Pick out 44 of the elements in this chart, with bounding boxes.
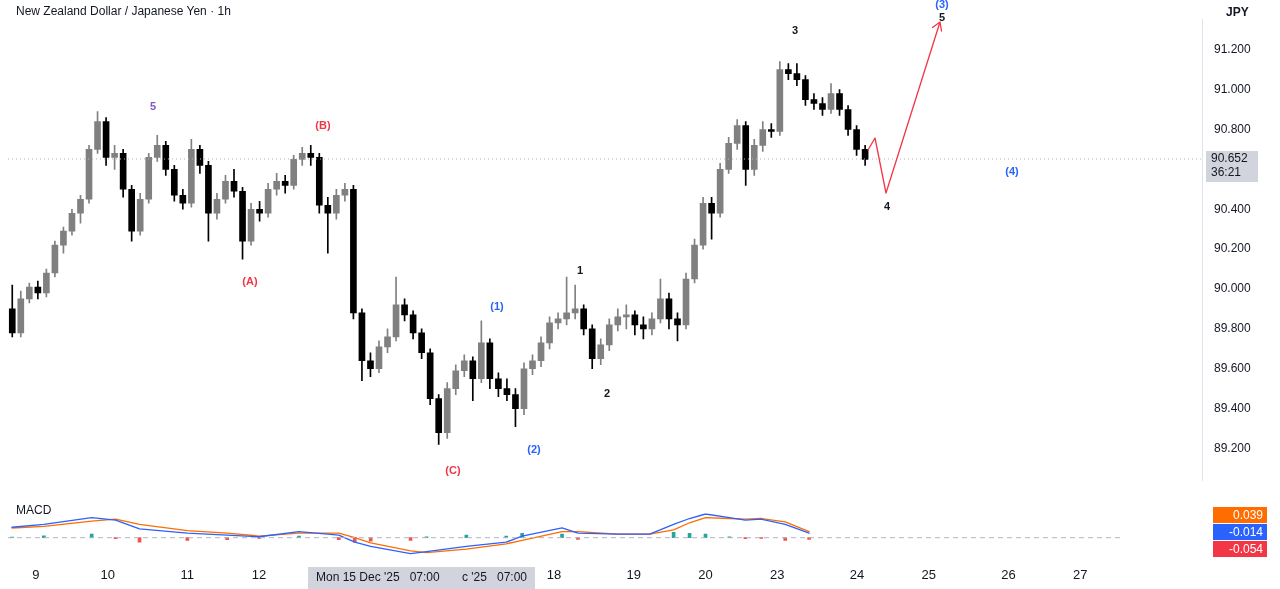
text: (3) [935, 0, 950, 11]
x-tick-label: 24 [849, 566, 865, 582]
x-tick-label: 12 [251, 566, 267, 582]
text: -0.054 [1228, 541, 1264, 556]
chart-title: New Zealand Dollar / Japanese Yen · 1h [16, 4, 231, 18]
annotation: 3 [791, 24, 799, 37]
x-tick-label: 23 [770, 566, 785, 582]
x-tick-label: 18 [546, 566, 562, 582]
annotation: (A) [242, 275, 258, 288]
ref-line-label: 90.652 36:21 [1211, 151, 1249, 180]
y-axis-title: JPY [1226, 5, 1249, 19]
y-tick-label: 90.000 [1214, 281, 1252, 296]
y-tick-label: 90.800 [1214, 121, 1252, 136]
text: c '25 07:00 [461, 570, 528, 585]
y-tick-label: 90.400 [1214, 201, 1252, 216]
x-tick-label: 27 [1072, 566, 1088, 582]
annotation: 5 [938, 11, 946, 24]
annotation: (4) [1005, 165, 1020, 178]
text: Mon 15 Dec '25 07:00 [316, 570, 441, 585]
y-tick-label: 89.200 [1214, 440, 1252, 455]
annotation: (1) [490, 300, 505, 313]
annotation: (B) [315, 119, 331, 132]
x-tick-label: 20 [698, 566, 713, 582]
text: -0.014 [1228, 524, 1264, 539]
x-tick-label: 25 [921, 566, 936, 582]
x-tick-label: 11 [180, 566, 195, 582]
x-tick-label: 10 [100, 566, 115, 582]
y-tick-label: 89.800 [1214, 321, 1252, 336]
annotation: 1 [576, 264, 584, 277]
annotation: (2) [527, 443, 542, 456]
annotation: 5 [149, 100, 157, 113]
y-tick-label: 89.400 [1214, 400, 1252, 415]
y-tick-label: 91.000 [1214, 81, 1252, 96]
x-tick-label: 26 [1001, 566, 1016, 582]
y-tick-label: 91.200 [1214, 42, 1252, 57]
x-tick-label: 9 [32, 566, 40, 582]
text: 0.039 [1232, 507, 1264, 522]
y-tick-label: 90.200 [1214, 241, 1252, 256]
chart-title: MACD [16, 503, 52, 517]
y-tick-label: 89.600 [1214, 361, 1252, 376]
annotation: (C) [445, 464, 461, 477]
annotation: 4 [883, 200, 891, 213]
annotation: 2 [603, 387, 611, 400]
x-tick-label: 19 [626, 566, 641, 582]
